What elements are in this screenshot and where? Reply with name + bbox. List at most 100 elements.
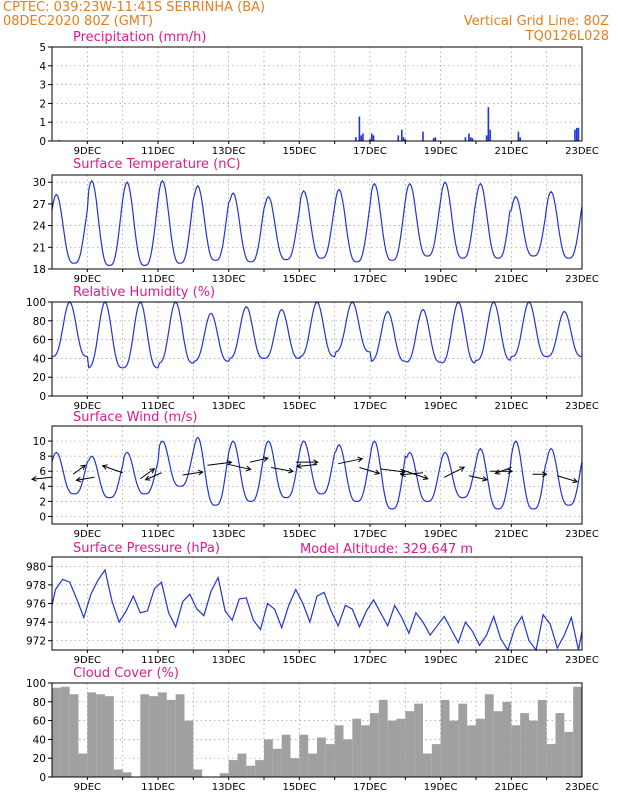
y-tick-label: 978 (26, 580, 46, 592)
wind-arrow-head (75, 476, 82, 483)
wind-arrow-head (313, 459, 319, 466)
cloud-bar (113, 769, 123, 777)
x-tick-label: 17DEC (353, 529, 387, 540)
header-model-code: TQ0126L028 (525, 29, 609, 44)
precip-bar (372, 135, 375, 141)
wind-arrow-shaft (31, 476, 53, 480)
wind-arrow-head (30, 476, 37, 482)
cloud-bar (564, 731, 574, 777)
wind-arrow-shaft (140, 468, 155, 480)
panel-frame (51, 425, 583, 525)
panel-frame (51, 301, 583, 397)
precip-bar (485, 135, 488, 141)
precip-bar (370, 133, 373, 141)
cloud-bar (166, 699, 176, 777)
y-tick-label: 60 (33, 335, 46, 347)
wind-arrow-shaft (207, 461, 232, 466)
cloud-bar (431, 744, 441, 777)
wind-arrow-head (459, 466, 466, 472)
x-tick-label: 19DEC (424, 529, 458, 540)
precip-bar (574, 129, 576, 141)
cloud-bar (370, 713, 379, 777)
header-grid-note: Vertical Grid Line: 80Z (464, 14, 609, 29)
cloud-bar (555, 713, 565, 777)
y-tick-label: 2 (39, 98, 46, 110)
x-tick-label: 15DEC (282, 782, 316, 793)
y-tick-label: 2 (39, 496, 46, 508)
wind-arrow-shaft (359, 466, 380, 474)
cloud-bar (361, 725, 370, 777)
y-tick-label: 27 (33, 199, 46, 211)
precip-bar (422, 131, 424, 141)
panel-rh: 0 20 40 60 80 100 9DEC 11DEC 13DEC 15DEC 17DEC 19DE… (26, 285, 599, 412)
header-run-date: 08DEC2020 80Z (GMT) (3, 14, 153, 29)
x-tick-label: 13DEC (212, 146, 246, 157)
wind-arrow-head (288, 467, 295, 474)
x-tick-label: 11DEC (141, 782, 175, 793)
wind-arrow-shaft (401, 469, 428, 480)
wind-arrow-shaft (495, 466, 512, 474)
y-tick-label: 40 (33, 353, 46, 365)
panel-frame (51, 46, 583, 142)
x-tick-label: 17DEC (353, 655, 387, 666)
panel-title: Surface Wind (m/s) (73, 410, 197, 425)
cloud-bar (78, 753, 88, 777)
cloud-bar (60, 686, 70, 777)
precip-bar (404, 139, 407, 141)
precip-bar (401, 129, 403, 141)
cloud-bar (272, 748, 282, 777)
panel-precip: 0 1 2 3 4 5 9DEC 11DEC 13DEC 15DEC 17DEC 19DEC 21DEC… (39, 30, 599, 157)
cloud-bar (449, 720, 459, 777)
precip-bar (577, 127, 580, 141)
wind-arrow-shaft (443, 466, 465, 478)
cloud-bar (484, 694, 494, 777)
cloud-bar (228, 760, 238, 777)
x-tick-label: 15DEC (282, 401, 316, 412)
x-tick-label: 11DEC (141, 655, 175, 666)
y-tick-label: 100 (26, 678, 46, 690)
cloud-bar (299, 734, 309, 777)
y-tick-label: 3 (39, 80, 46, 92)
cloud-bar (193, 769, 203, 777)
x-tick-label: 21DEC (494, 401, 528, 412)
cloud-bar (255, 760, 264, 777)
y-tick-label: 80 (33, 316, 46, 328)
precip-bar (362, 133, 364, 141)
wind-arrow-head (357, 456, 364, 463)
x-tick-label: 13DEC (212, 782, 246, 793)
precip-bar (358, 116, 361, 141)
y-tick-label: 30 (33, 177, 46, 189)
y-tick-label: 0 (39, 136, 46, 148)
precip-bar (432, 138, 435, 141)
precip-bar (487, 107, 490, 141)
x-tick-label: 9DEC (74, 655, 101, 666)
wind-arrow-head (80, 464, 87, 471)
x-tick-label: 19DEC (424, 401, 458, 412)
y-tick-label: 0 (39, 391, 46, 403)
cloud-bar (343, 739, 353, 777)
temp-line (51, 179, 583, 267)
precip-bar (360, 135, 362, 141)
x-tick-label: 11DEC (141, 274, 175, 285)
x-tick-label: 9DEC (74, 146, 101, 157)
panel-title: Surface Temperature (nC) (73, 157, 241, 172)
wind-arrow-shaft (145, 472, 162, 481)
x-tick-label: 15DEC (282, 655, 316, 666)
y-tick-label: 5 (39, 42, 46, 54)
y-tick-label: 8 (39, 451, 46, 463)
x-tick-label: 21DEC (494, 146, 528, 157)
y-tick-label: 20 (33, 372, 46, 384)
y-tick-label: 80 (33, 697, 46, 709)
y-tick-label: 0 (39, 772, 46, 784)
panel-pressure: 972 974 976 978 980 9DEC 11DEC 13DEC 15DEC 17DEC 1… (26, 541, 599, 666)
cloud-bar (520, 713, 529, 777)
cloud-bar (122, 772, 132, 777)
cloud-bar (246, 765, 256, 777)
x-tick-label: 19DEC (424, 655, 458, 666)
wind-arrow-shaft (182, 471, 203, 476)
precip-bar (489, 129, 491, 141)
cloud-bar (149, 696, 158, 777)
wind-arrow-head (374, 469, 381, 475)
x-tick-label: 13DEC (212, 529, 246, 540)
precip-bar (468, 133, 470, 141)
